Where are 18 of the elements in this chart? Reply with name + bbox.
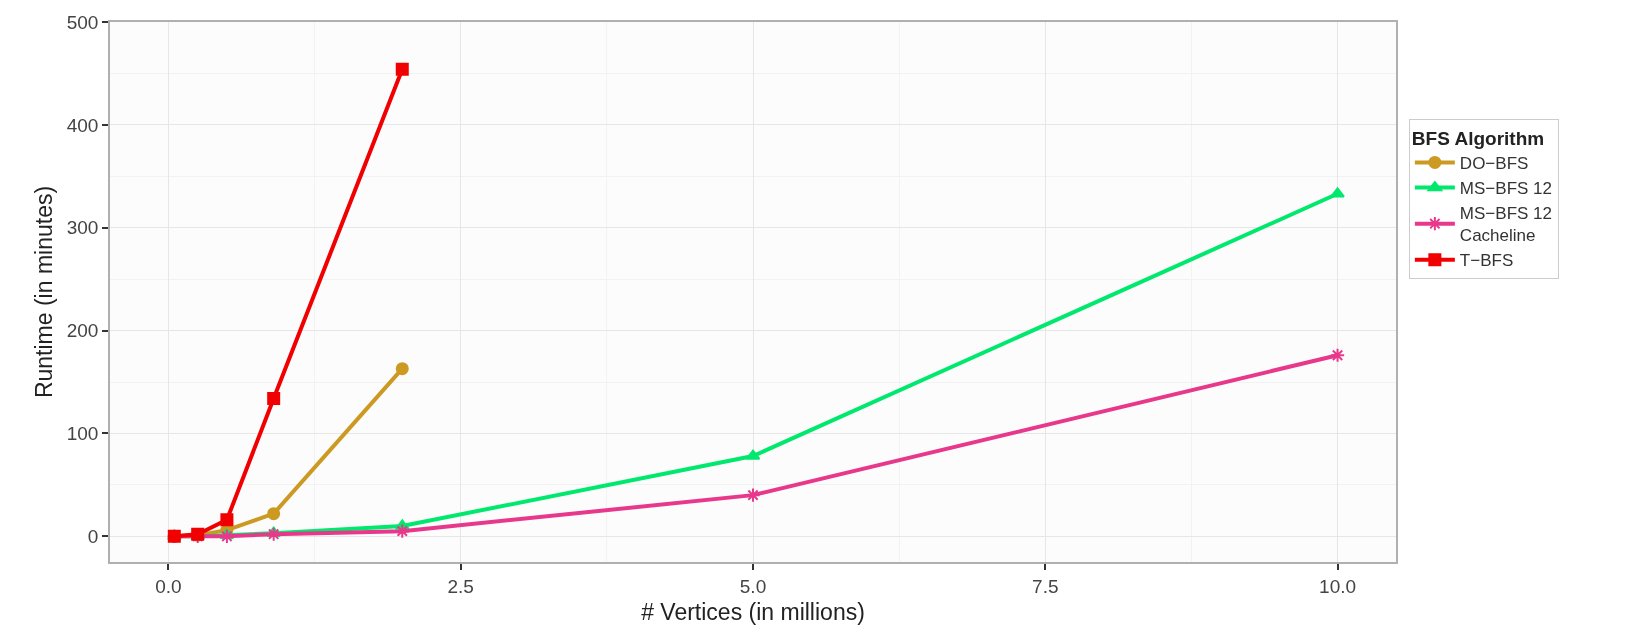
y-tick-label: 0 — [87, 525, 99, 547]
y-tick-label: 300 — [66, 217, 99, 239]
legend-label: MS−BFS 12 — [1459, 179, 1552, 199]
legend-label: MS−BFS 12 Cacheline — [1459, 204, 1552, 246]
y-axis-title: Runtime (in minutes) — [30, 185, 57, 399]
y-tick-label: 200 — [66, 320, 99, 342]
x-tick-label: 10.0 — [1319, 575, 1357, 597]
x-tick-label: 2.5 — [447, 575, 474, 597]
legend-label: T−BFS — [1459, 251, 1514, 271]
y-tick-label: 500 — [66, 11, 99, 33]
x-tick-label: 7.5 — [1032, 575, 1059, 597]
y-tick-label: 100 — [66, 423, 99, 445]
x-axis-title: # Vertices (in millions) — [641, 598, 865, 625]
x-tick-label: 5.0 — [739, 575, 767, 597]
legend-label: DO−BFS — [1459, 154, 1529, 174]
y-tick-label: 400 — [66, 114, 99, 136]
legend-title: BFS Algorithm — [1411, 127, 1545, 149]
x-tick-label: 0.0 — [155, 575, 182, 597]
